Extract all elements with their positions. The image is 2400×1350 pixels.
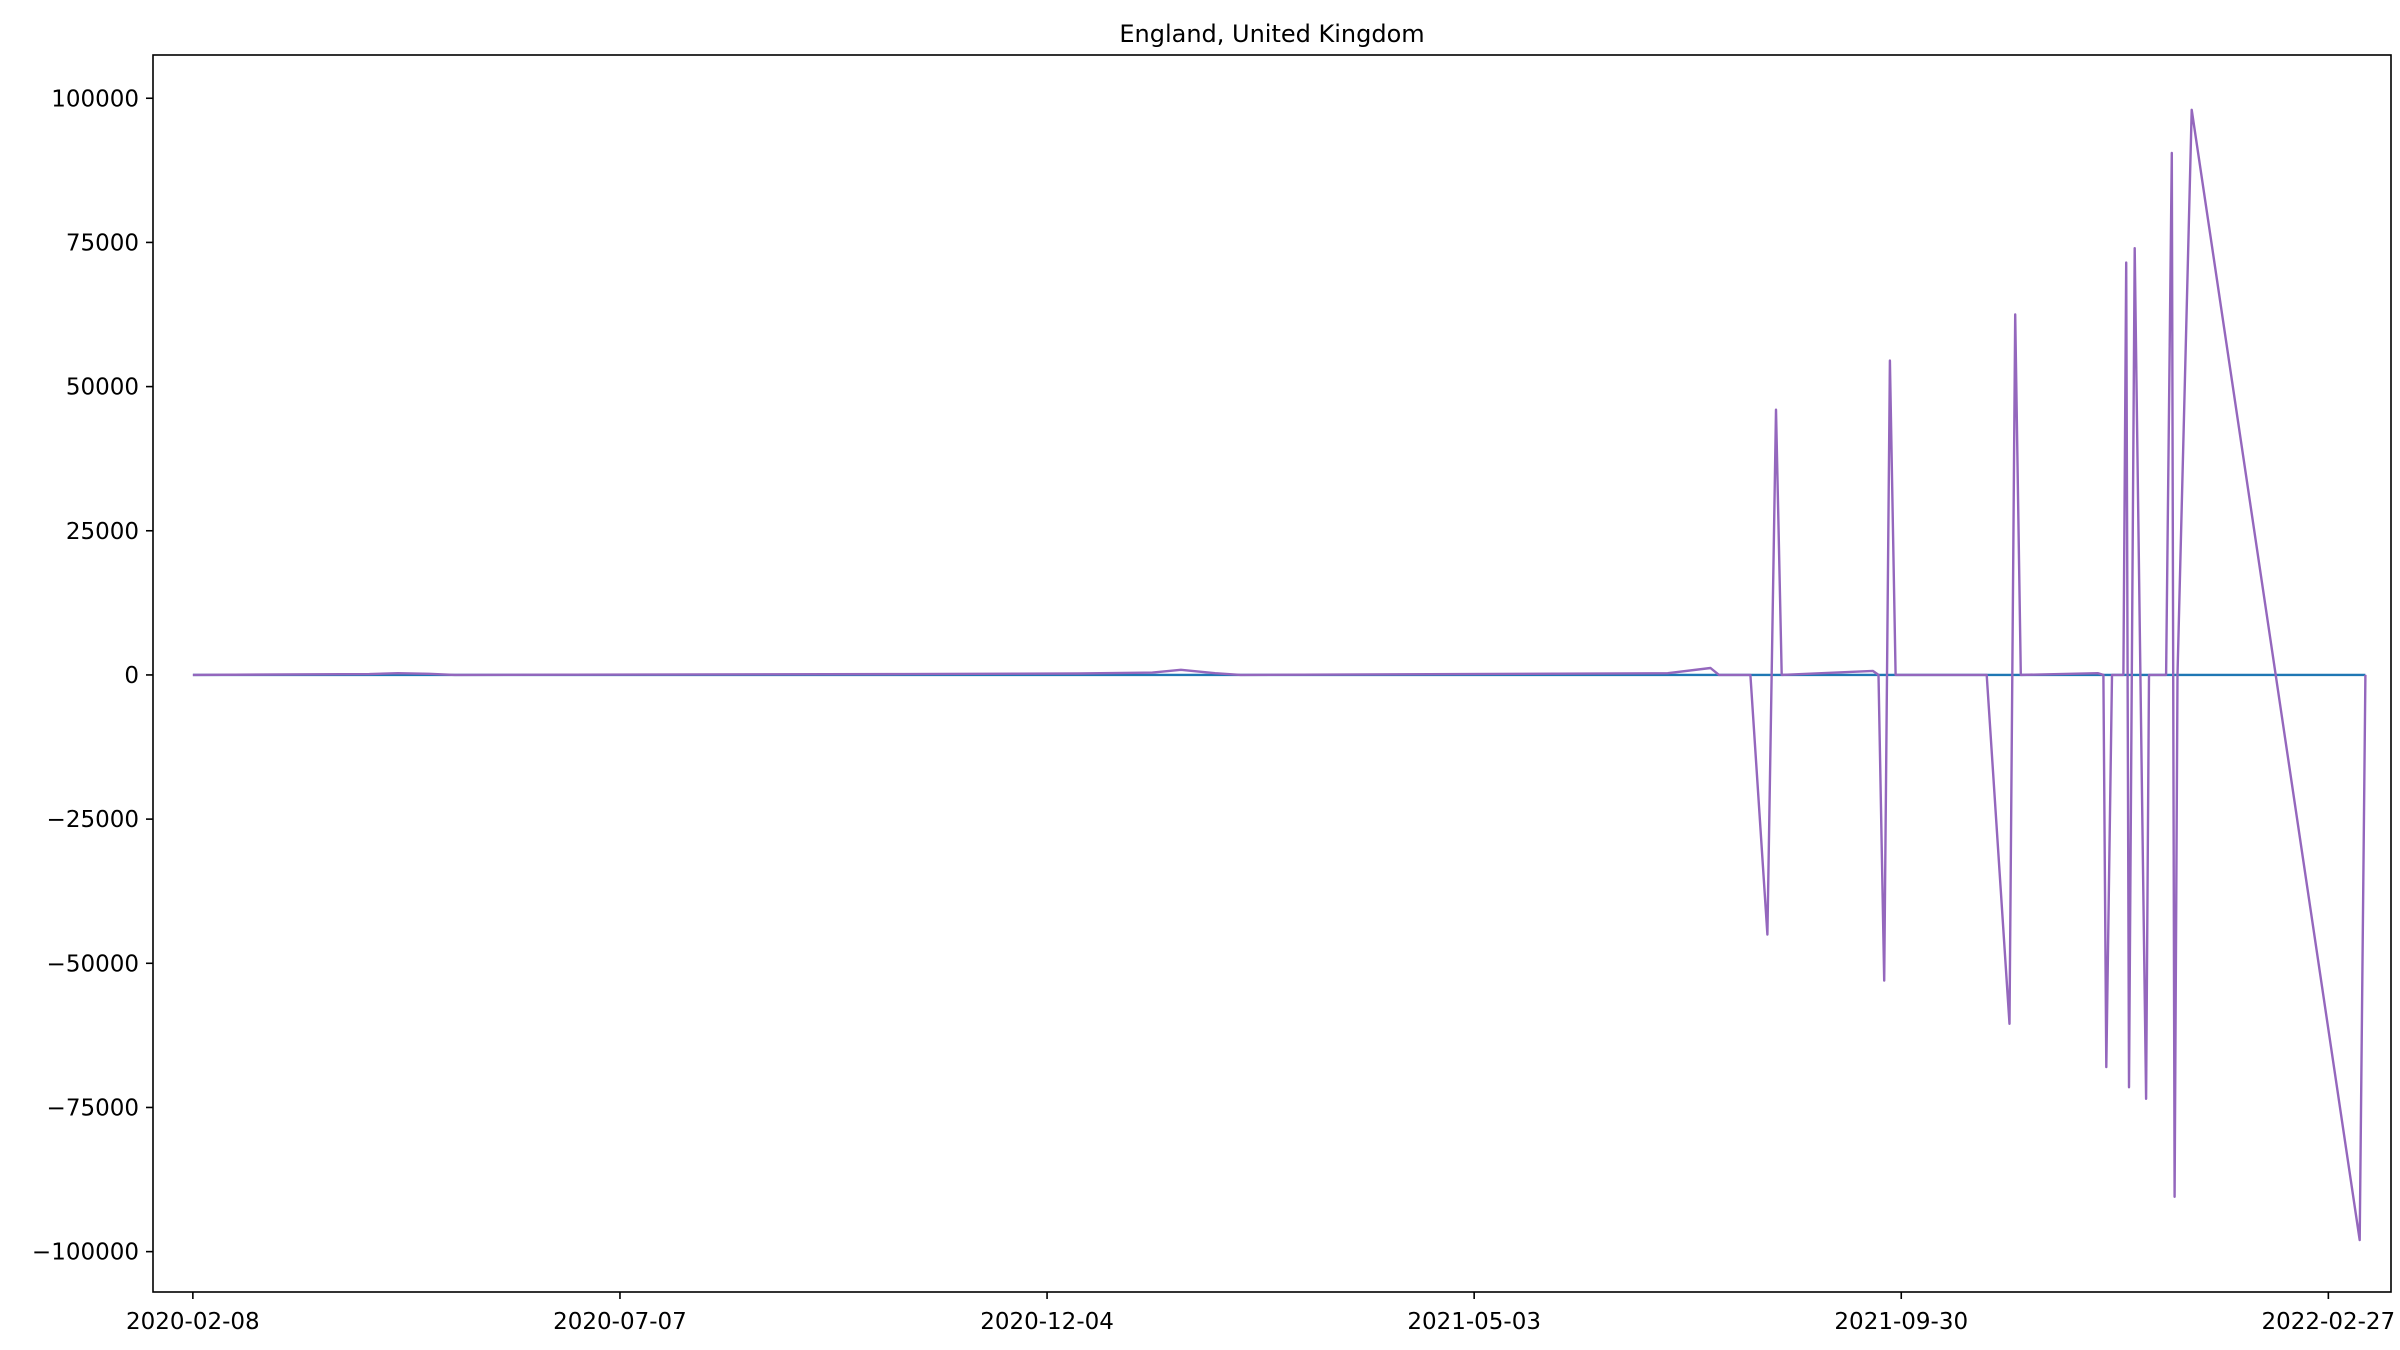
x-tick-label: 2020-02-08: [126, 1309, 260, 1335]
x-tick-label: 2022-02-27: [2262, 1309, 2396, 1335]
x-tick-label: 2021-05-03: [1407, 1309, 1541, 1335]
x-tick-label: 2020-12-04: [980, 1309, 1114, 1335]
x-tick-label: 2021-09-30: [1834, 1309, 1968, 1335]
y-tick-label: −50000: [47, 951, 139, 977]
plot-frame: [152, 54, 2392, 1293]
y-tick-label: 100000: [51, 86, 139, 112]
y-tick-label: −100000: [32, 1240, 139, 1266]
plot-area: [192, 108, 2367, 1242]
chart-title: England, United Kingdom: [1119, 20, 1424, 48]
y-tick-label: 50000: [66, 375, 139, 401]
series-line-1: [192, 108, 2367, 1242]
x-tick-label: 2020-07-07: [553, 1309, 687, 1335]
y-tick-label: −25000: [47, 807, 139, 833]
y-tick-label: 75000: [66, 230, 139, 256]
y-tick-label: 0: [124, 663, 139, 689]
y-tick-label: −75000: [47, 1095, 139, 1121]
y-tick-label: 25000: [66, 519, 139, 545]
y-axis: 100000 75000 50000 25000 0 −25000 −50000 −75000…: [32, 86, 153, 1266]
x-axis: 2020-02-08 2020-07-07 2020-12-04 2021-05-03…: [126, 1292, 2395, 1335]
